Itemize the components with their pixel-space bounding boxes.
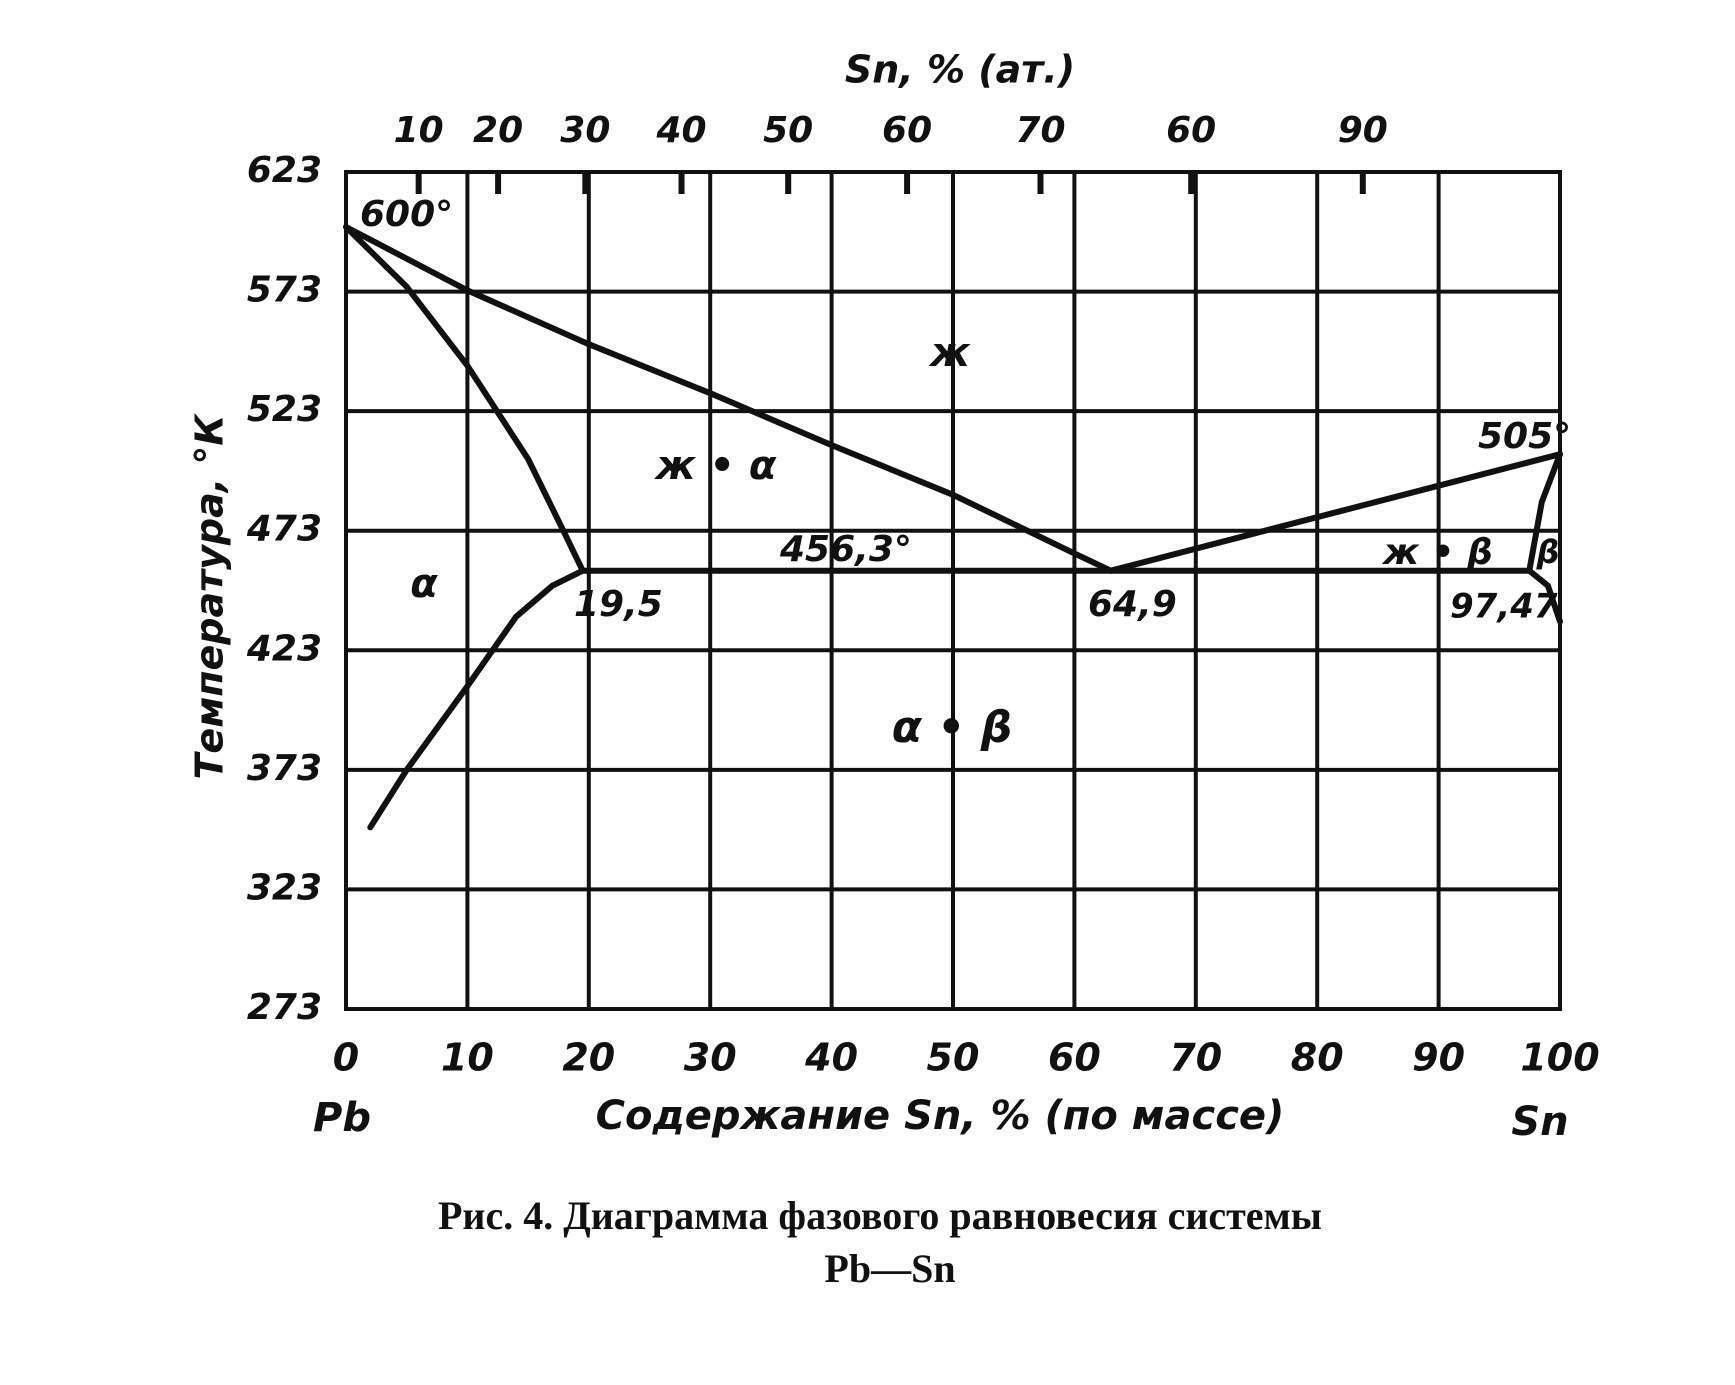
- y-tick-label: 473: [246, 509, 322, 550]
- x-tick-label: 100: [1520, 1036, 1599, 1080]
- x-tick-label: 50: [927, 1036, 980, 1080]
- phase-curve: [343, 224, 586, 574]
- y-tick-label: 423: [246, 628, 322, 669]
- x-end-label: Sn: [1511, 1099, 1568, 1145]
- x-tick-label: 40: [804, 1036, 858, 1080]
- region-label: β: [1536, 533, 1560, 571]
- x-axis-title: Содержание Sn, % (по массе): [596, 1093, 1285, 1139]
- annotation: 505°: [1478, 416, 1571, 457]
- x-tick-label: 10: [441, 1036, 494, 1080]
- x2-tick-label: 40: [655, 110, 706, 151]
- region-label: ж • α: [654, 443, 777, 489]
- phase-curve: [1107, 451, 1563, 574]
- x2-tick-label: 50: [763, 110, 813, 151]
- y-tick-label: 573: [247, 270, 322, 311]
- annotation: 456,3°: [779, 529, 912, 570]
- y-tick-label: 323: [247, 867, 322, 908]
- annotation: 64,9: [1088, 584, 1177, 625]
- y-tick-label: 373: [247, 748, 322, 789]
- x2-tick-label: 10: [394, 110, 444, 151]
- x-tick-label: 80: [1291, 1036, 1344, 1080]
- x2-tick-label: 60: [882, 110, 932, 151]
- phase-curve: [1526, 567, 1563, 625]
- x-tick-label: 0: [333, 1036, 359, 1080]
- phase-curve: [367, 567, 586, 831]
- annotation: 97,47: [1450, 587, 1558, 627]
- phase-curve: [1526, 451, 1563, 574]
- x-tick-label: 60: [1048, 1036, 1101, 1080]
- x2-axis-title: Sn, % (ат.): [845, 48, 1075, 92]
- x-tick-label: 90: [1412, 1036, 1465, 1080]
- phase-curve: [343, 224, 1114, 574]
- region-label: α: [410, 561, 438, 607]
- y-tick-label: 273: [247, 987, 322, 1028]
- x-start-label: Pb: [313, 1095, 371, 1141]
- x2-tick-label: 30: [560, 110, 610, 151]
- y-axis-title: Температура, °К: [188, 413, 232, 780]
- annotation: 600°: [360, 194, 453, 235]
- x2-tick-label: 90: [1338, 110, 1388, 151]
- x-tick-label: 70: [1169, 1036, 1222, 1080]
- plot-frame: [344, 170, 1562, 1011]
- x-tick-label: 20: [562, 1036, 615, 1080]
- x2-tick-label: 20: [473, 110, 523, 151]
- x-tick-label: 30: [684, 1036, 737, 1080]
- y-tick-label: 523: [247, 389, 322, 430]
- x2-tick-label: 70: [1015, 110, 1065, 151]
- caption-line: Рис. 4. Диаграмма фазового равновесия си…: [438, 1193, 1322, 1238]
- x2-tick-label: 60: [1166, 110, 1216, 151]
- y-tick-label: 623: [247, 150, 322, 191]
- caption-line: Pb—Sn: [824, 1246, 955, 1291]
- region-label: ж: [928, 330, 971, 376]
